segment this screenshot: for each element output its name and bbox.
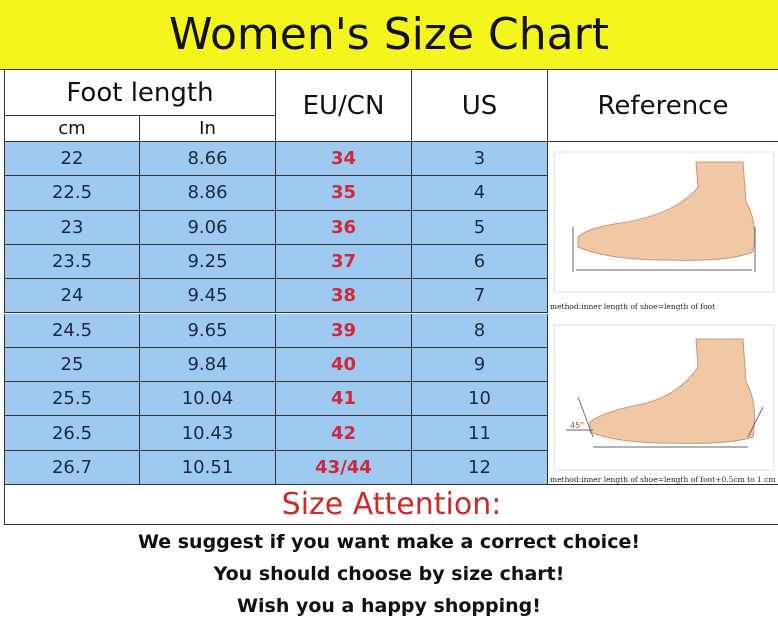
cell-cm: 22 xyxy=(4,142,140,177)
cell-us: 8 xyxy=(412,313,548,348)
cell-in: 9.84 xyxy=(140,347,276,383)
attention-line-3: Wish you a happy shopping! xyxy=(237,595,541,617)
header-reference: Reference xyxy=(548,70,778,142)
size-attention-title: Size Attention: xyxy=(4,485,778,525)
cell-us: 5 xyxy=(412,210,548,245)
cell-cm: 26.5 xyxy=(4,416,140,451)
reference-caption-2: method:inner length of shoe=length of fo… xyxy=(550,475,776,484)
cell-in: 8.66 xyxy=(140,142,276,177)
cell-cm: 23.5 xyxy=(4,244,140,280)
cell-us: 6 xyxy=(412,244,548,280)
attention-line-2: You should choose by size chart! xyxy=(213,563,565,585)
cell-cm: 24 xyxy=(4,279,140,314)
cell-us: 4 xyxy=(412,176,548,211)
cell-in: 9.25 xyxy=(140,244,276,280)
cell-eu: 38 xyxy=(276,279,412,314)
cell-in: 9.45 xyxy=(140,279,276,314)
cell-eu: 34 xyxy=(276,142,412,177)
cell-in: 10.04 xyxy=(140,382,276,417)
cell-cm: 22.5 xyxy=(4,176,140,211)
angle-label: 45° xyxy=(570,421,584,430)
cell-cm: 23 xyxy=(4,210,140,245)
cell-cm: 25 xyxy=(4,347,140,383)
cell-in: 8.86 xyxy=(140,176,276,211)
cell-us: 9 xyxy=(412,347,548,383)
cell-in: 9.06 xyxy=(140,210,276,245)
cell-us: 7 xyxy=(412,279,548,314)
cell-in: 10.51 xyxy=(140,450,276,485)
size-table: Foot length cm In EU/CN US Reference 22 8… xyxy=(4,70,778,485)
cell-in: 9.65 xyxy=(140,313,276,348)
header-cm: cm xyxy=(4,115,140,142)
cell-eu: 39 xyxy=(276,313,412,348)
foot-measure-image-2: 45° xyxy=(553,324,775,471)
cell-cm: 25.5 xyxy=(4,382,140,417)
page-title: Women's Size Chart xyxy=(0,0,778,70)
cell-eu: 40 xyxy=(276,347,412,383)
header-foot-length: Foot length xyxy=(4,70,276,115)
cell-cm: 26.7 xyxy=(4,450,140,485)
cell-eu: 37 xyxy=(276,244,412,280)
cell-us: 12 xyxy=(412,450,548,485)
cell-us: 3 xyxy=(412,142,548,177)
cell-us: 10 xyxy=(412,382,548,417)
cell-cm: 24.5 xyxy=(4,313,140,348)
header-us: US xyxy=(412,70,548,142)
cell-eu: 43/44 xyxy=(276,450,412,485)
header-eu-cn: EU/CN xyxy=(276,70,412,142)
cell-eu: 35 xyxy=(276,176,412,211)
cell-in: 10.43 xyxy=(140,416,276,451)
header-in: In xyxy=(140,115,276,142)
cell-us: 11 xyxy=(412,416,548,451)
foot-measure-image-1 xyxy=(553,151,775,293)
cell-eu: 41 xyxy=(276,382,412,417)
reference-caption-1: method:inner length of shoe=length of fo… xyxy=(550,302,716,311)
reference-panel: method:inner length of shoe=length of fo… xyxy=(548,142,778,485)
cell-eu: 42 xyxy=(276,416,412,451)
attention-line-1: We suggest if you want make a correct ch… xyxy=(137,531,641,553)
cell-eu: 36 xyxy=(276,210,412,245)
